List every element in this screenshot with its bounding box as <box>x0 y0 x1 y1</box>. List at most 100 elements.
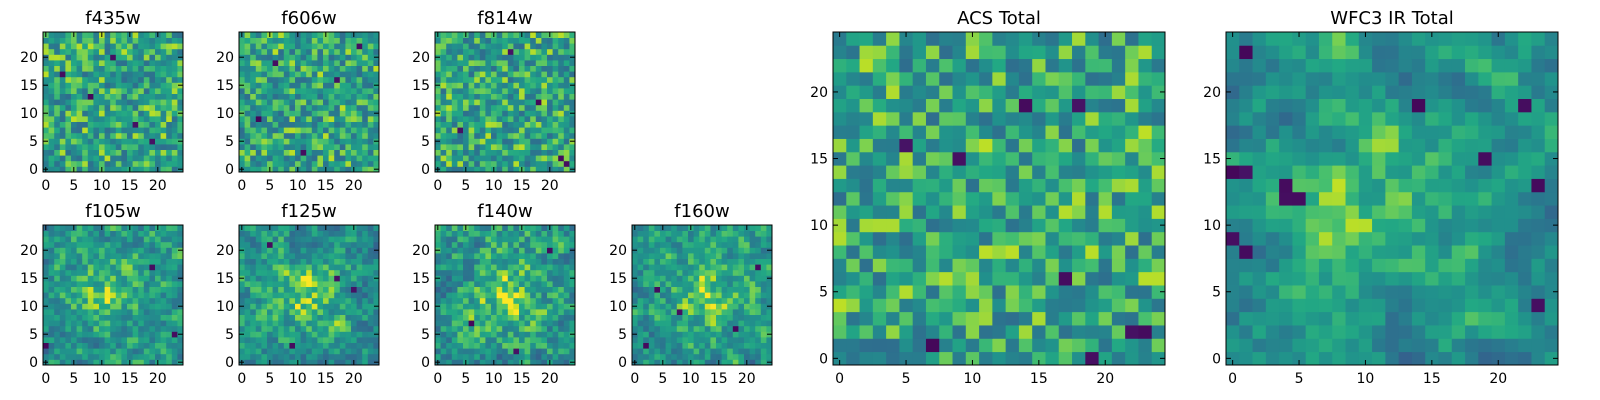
heatmap-cell <box>451 99 458 106</box>
heatmap-cell <box>632 337 638 343</box>
heatmap-cell <box>760 230 767 237</box>
heatmap-cell <box>541 230 548 237</box>
heatmap-cell <box>143 127 150 134</box>
heatmap-cell <box>446 110 453 117</box>
heatmap-cell <box>1151 218 1166 233</box>
heatmap-cell <box>48 144 55 150</box>
heatmap-cell <box>727 348 734 355</box>
heatmap-cell <box>507 132 514 139</box>
heatmap-cell <box>160 258 167 265</box>
heatmap-cell <box>457 225 464 231</box>
heatmap-cell <box>979 245 993 259</box>
heatmap-cell <box>149 225 156 231</box>
heatmap-cell <box>104 275 111 282</box>
heatmap-cell <box>93 99 100 106</box>
heatmap-cell <box>766 225 773 231</box>
heatmap-cell <box>110 71 117 78</box>
heatmap-cell <box>1125 351 1139 366</box>
heatmap-cell <box>552 275 559 282</box>
heatmap-cell <box>535 348 542 355</box>
heatmap-cell <box>654 269 661 276</box>
heatmap-cell <box>676 281 683 287</box>
heatmap-cell <box>530 43 537 50</box>
heatmap-cell <box>491 48 497 55</box>
heatmap-cell <box>952 298 967 313</box>
axes-frame <box>434 31 576 173</box>
heatmap-cell <box>440 93 447 100</box>
heatmap-cell <box>278 132 285 139</box>
heatmap-cell <box>766 253 773 259</box>
heatmap-cell <box>440 359 447 366</box>
heatmap-cell <box>306 43 313 50</box>
heatmap-cell <box>323 303 329 310</box>
heatmap-cell <box>965 258 980 273</box>
heatmap-cell <box>367 309 374 315</box>
heatmap-cell <box>255 269 262 276</box>
heatmap-cell <box>267 121 273 128</box>
heatmap-cell <box>479 353 486 360</box>
heatmap-cell <box>143 286 150 293</box>
heatmap-cell <box>76 110 83 117</box>
heatmap-cell <box>704 325 711 332</box>
heatmap-cell <box>451 348 458 355</box>
heatmap-cell <box>468 99 475 106</box>
heatmap-cell <box>507 110 514 117</box>
heatmap-cell <box>323 116 329 122</box>
heatmap-cell <box>239 155 245 162</box>
heatmap-cell <box>177 297 184 304</box>
heatmap-cell <box>547 297 553 304</box>
heatmap-cell <box>507 160 514 167</box>
heatmap-cell <box>334 292 341 299</box>
heatmap-cell <box>699 353 706 360</box>
heatmap-cell <box>155 149 161 156</box>
y-tick-label: 15 <box>20 78 38 94</box>
heatmap-cell <box>127 269 133 276</box>
heatmap-cell <box>1018 165 1033 179</box>
heatmap-cell <box>283 116 290 122</box>
heatmap-cell <box>121 247 128 254</box>
heatmap-cell <box>1058 298 1073 313</box>
heatmap-cell <box>345 281 352 287</box>
heatmap-cell <box>272 309 279 315</box>
heatmap-cell <box>547 104 553 111</box>
heatmap-cell <box>524 258 531 265</box>
heatmap-cell <box>965 298 980 313</box>
heatmap-cell <box>502 236 509 243</box>
heatmap-cell <box>138 166 145 173</box>
heatmap-cell <box>485 99 492 106</box>
heatmap-cell <box>744 281 750 287</box>
heatmap-cell <box>71 127 77 134</box>
heatmap-cell <box>99 247 105 254</box>
heatmap-cell <box>637 286 644 293</box>
heatmap-cell <box>519 82 525 89</box>
heatmap-cell <box>59 54 66 61</box>
heatmap-cell <box>699 241 706 248</box>
heatmap-cell <box>239 99 245 106</box>
heatmap-cell <box>859 285 874 299</box>
heatmap-cells <box>435 32 576 173</box>
heatmap-cell <box>54 241 61 248</box>
heatmap-cell <box>328 155 335 162</box>
x-tick-label: 0 <box>433 371 442 387</box>
heatmap-cell <box>244 281 251 287</box>
heatmap-cell <box>558 269 565 276</box>
heatmap-cell <box>339 88 346 94</box>
heatmap-cell <box>637 230 644 237</box>
heatmap-cell <box>127 88 133 94</box>
heatmap-cell <box>872 178 887 193</box>
heatmap-cell <box>255 54 262 61</box>
heatmap-cell <box>440 99 447 106</box>
heatmap-cell <box>351 309 357 315</box>
heatmap-cell <box>569 155 576 162</box>
heatmap-cell <box>965 231 980 246</box>
heatmap-cell <box>160 60 167 66</box>
heatmap-cell <box>474 76 481 83</box>
heatmap-cell <box>727 241 734 248</box>
heatmap-cell <box>356 37 363 44</box>
heatmap-cell <box>451 353 458 360</box>
heatmap-cell <box>541 99 548 106</box>
heatmap-cell <box>99 149 105 156</box>
heatmap-cell <box>569 37 576 44</box>
heatmap-cell <box>356 314 363 321</box>
heatmap-cell <box>351 127 357 134</box>
